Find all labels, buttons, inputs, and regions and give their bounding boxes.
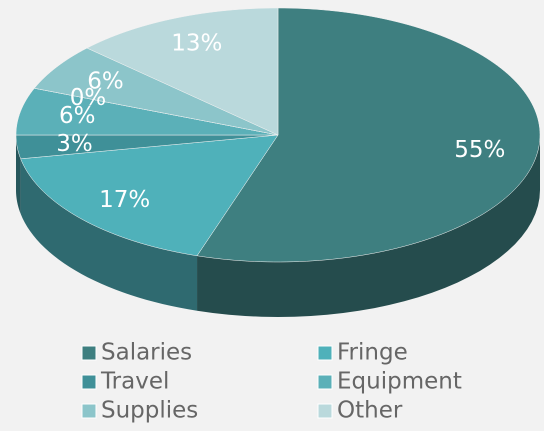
slice-side [16, 135, 21, 214]
legend-swatch [317, 345, 333, 361]
slice [20, 134, 279, 257]
data-label: 6% [87, 68, 124, 94]
legend-swatch [81, 403, 97, 419]
data-label: 0% [70, 85, 107, 111]
slice-side [20, 158, 198, 311]
slice [86, 7, 279, 136]
data-label: 17% [99, 187, 150, 213]
slice [196, 7, 541, 263]
slice [15, 87, 279, 136]
data-label: 55% [454, 137, 505, 163]
legend-label: Equipment [337, 369, 462, 395]
legend-swatch [317, 403, 333, 419]
data-label: 6% [59, 103, 96, 129]
slice [15, 134, 279, 160]
legend-label: Travel [100, 369, 169, 395]
legend-swatch [81, 374, 97, 390]
legend-swatch [317, 374, 333, 390]
legend-label: Salaries [101, 340, 192, 366]
data-label: 13% [171, 31, 222, 57]
slice [33, 47, 279, 136]
legend-swatch [81, 345, 97, 361]
data-label: 3% [56, 131, 93, 157]
slice-side [197, 135, 541, 317]
legend-label: Other [337, 398, 403, 424]
legend-label: Supplies [101, 398, 198, 424]
legend-label: Fringe [337, 340, 408, 366]
